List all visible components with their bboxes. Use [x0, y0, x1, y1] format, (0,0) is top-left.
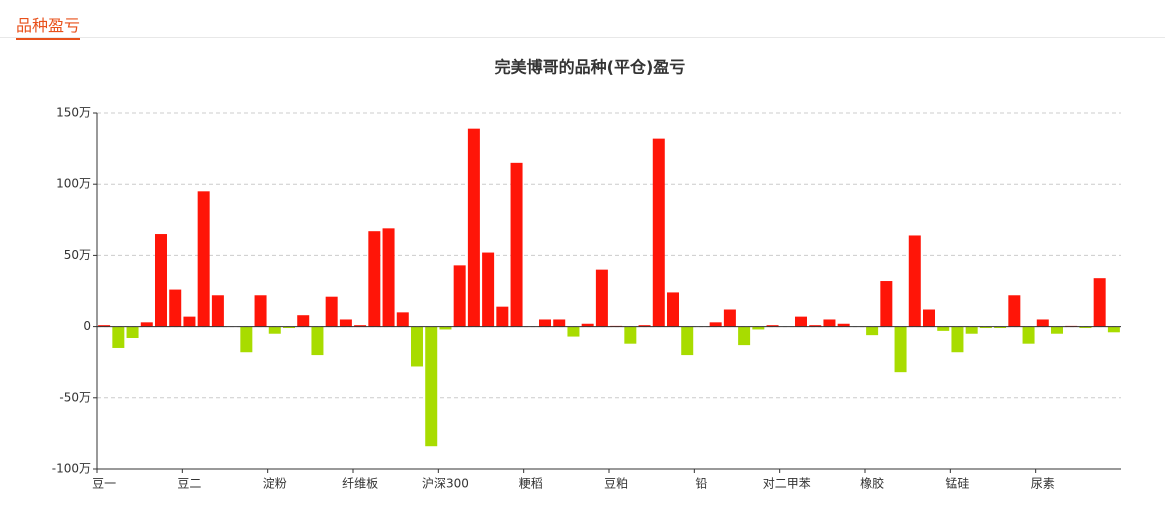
bar: [866, 326, 879, 336]
bar: [98, 325, 111, 327]
bar: [880, 281, 893, 327]
x-tick-label: 沪深300: [422, 477, 469, 491]
bar: [325, 296, 338, 327]
y-tick-label: -50万: [59, 390, 91, 404]
bar: [894, 326, 907, 373]
bar: [382, 228, 395, 327]
x-tick-label: 尿素: [1031, 477, 1055, 491]
bar: [211, 295, 224, 327]
bar: [425, 326, 438, 447]
bar: [354, 325, 367, 327]
bar: [823, 319, 836, 327]
bar: [553, 319, 566, 327]
bar: [624, 326, 637, 344]
bar: [396, 312, 409, 327]
bar: [1051, 326, 1063, 334]
bar: [1107, 326, 1120, 333]
y-tick-label: -100万: [52, 462, 91, 476]
bar: [638, 325, 651, 327]
bar: [439, 326, 452, 330]
bar: [1093, 278, 1106, 327]
bar: [652, 138, 665, 327]
bar: [311, 326, 324, 356]
bar: [112, 326, 125, 348]
bar: [368, 231, 381, 327]
chart-title: 完美博哥的品种(平仓)盈亏: [495, 58, 686, 77]
bar: [482, 252, 495, 327]
bar: [752, 326, 765, 330]
bar: [581, 323, 594, 327]
bar: [467, 128, 480, 327]
y-tick-label: 150万: [56, 106, 91, 120]
bar: [937, 326, 950, 331]
bar: [339, 319, 352, 327]
x-tick-label: 铅: [695, 477, 707, 491]
bar: [709, 322, 722, 327]
section-header: 品种盈亏: [16, 12, 81, 40]
x-tick-label: 橡胶: [860, 476, 884, 491]
bar: [567, 326, 580, 337]
bar: [908, 235, 921, 327]
x-tick-label: 豆粕: [604, 476, 628, 491]
bar: [155, 234, 167, 327]
bar: [795, 316, 807, 327]
x-tick-label: 对二甲苯: [763, 477, 811, 491]
x-tick-label: 纤维板: [342, 477, 378, 491]
bar: [1022, 326, 1035, 344]
bar: [197, 191, 210, 327]
x-tick-label: 淀粉: [263, 477, 287, 491]
bar: [496, 306, 509, 327]
bar: [965, 326, 978, 334]
bar: [510, 162, 523, 327]
bar: [994, 326, 1007, 329]
bar: [254, 295, 267, 327]
x-tick-label: 锰硅: [945, 476, 969, 491]
x-tick-label: 粳稻: [519, 477, 543, 491]
x-tick-label: 豆一: [92, 477, 116, 491]
bar: [453, 265, 466, 327]
bar: [837, 323, 850, 327]
x-tick-label: 豆二: [177, 477, 201, 491]
bar: [1036, 319, 1049, 327]
bar: [1079, 326, 1092, 329]
bar: [169, 289, 182, 327]
bar: [809, 325, 822, 327]
divider: [0, 37, 1165, 38]
bar: [283, 326, 295, 329]
bar: [979, 326, 992, 329]
bar: [951, 326, 964, 353]
bar: [766, 325, 779, 327]
y-tick-label: 50万: [64, 248, 91, 262]
bar: [681, 326, 694, 356]
y-tick-label: 0: [83, 319, 91, 333]
bar: [297, 315, 310, 327]
bar: [667, 292, 679, 327]
bar: [268, 326, 281, 334]
bar: [183, 316, 196, 327]
bar: [411, 326, 423, 367]
bar: [140, 322, 153, 327]
bar: [126, 326, 139, 338]
bar: [539, 319, 551, 327]
bar: [240, 326, 253, 353]
bar: [923, 309, 935, 327]
bar: [738, 326, 751, 346]
bar: [723, 309, 736, 327]
y-tick-label: 100万: [56, 177, 91, 191]
bar: [595, 269, 608, 327]
bar: [1008, 295, 1021, 327]
